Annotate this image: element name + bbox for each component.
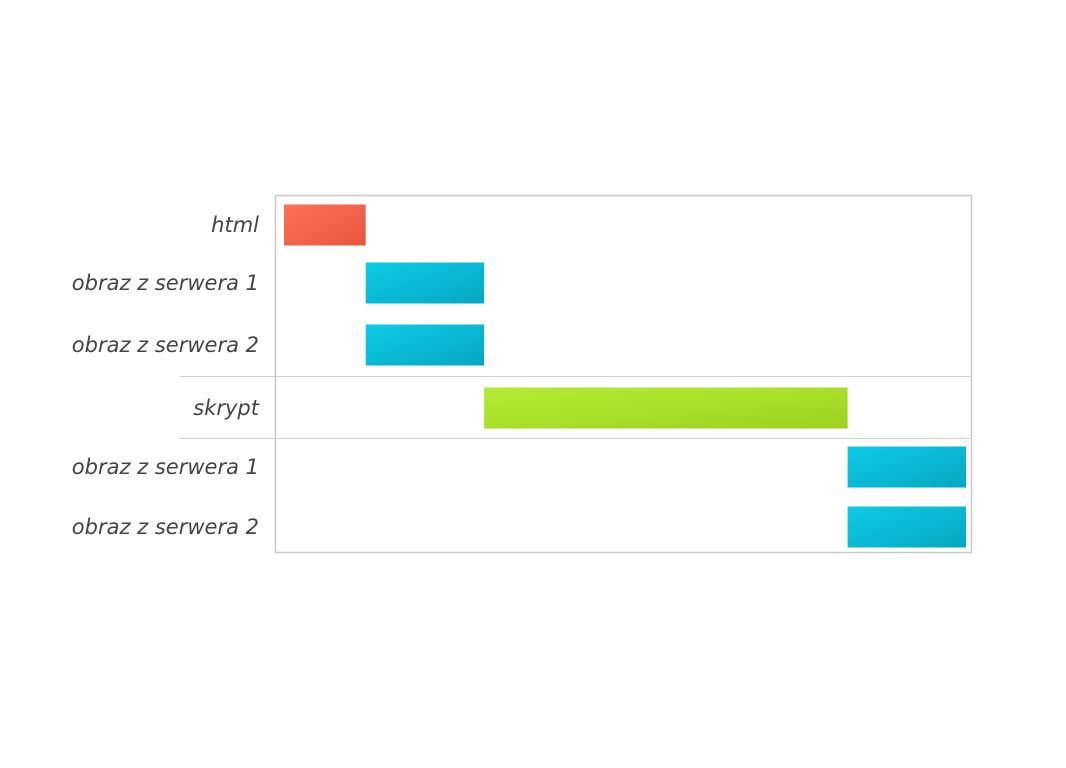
bar-4-script [484, 387, 848, 429]
row-label-5: obraz z serwera 1 [72, 455, 259, 479]
bar-3-image [365, 324, 485, 366]
bar-1-html [284, 204, 366, 246]
row-label-1: html [211, 213, 259, 237]
bar-2-image [365, 262, 485, 304]
group-separators [180, 376, 972, 439]
row-label-2: obraz z serwera 1 [72, 271, 259, 295]
row-label-4: skrypt [193, 396, 259, 420]
bars [284, 204, 966, 548]
bar-6-image [847, 506, 966, 548]
plot-frame [274, 194, 973, 554]
row-label-3: obraz z serwera 2 [72, 333, 259, 357]
bar-5-image [847, 446, 966, 488]
row-label-6: obraz z serwera 2 [72, 515, 259, 539]
row-labels: html obraz z serwera 1 obraz z serwera 2 sk… [72, 213, 260, 539]
